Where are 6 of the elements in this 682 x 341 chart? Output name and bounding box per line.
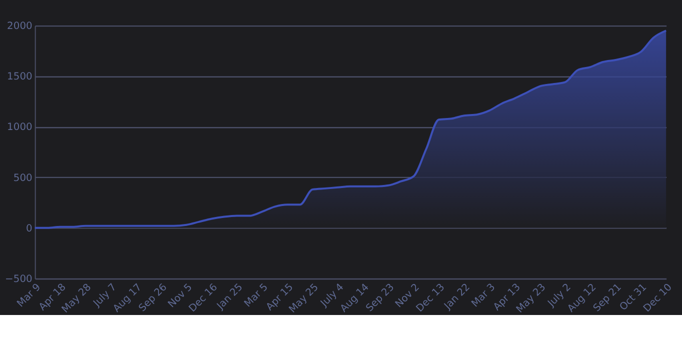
y-tick-label: −500	[5, 274, 32, 285]
y-tick-label: 2000	[7, 21, 32, 32]
y-tick-label: 0	[26, 223, 32, 234]
y-tick-label: 500	[13, 172, 32, 184]
y-tick-label: 1500	[7, 72, 32, 83]
y-tick-label: 1000	[7, 122, 32, 134]
